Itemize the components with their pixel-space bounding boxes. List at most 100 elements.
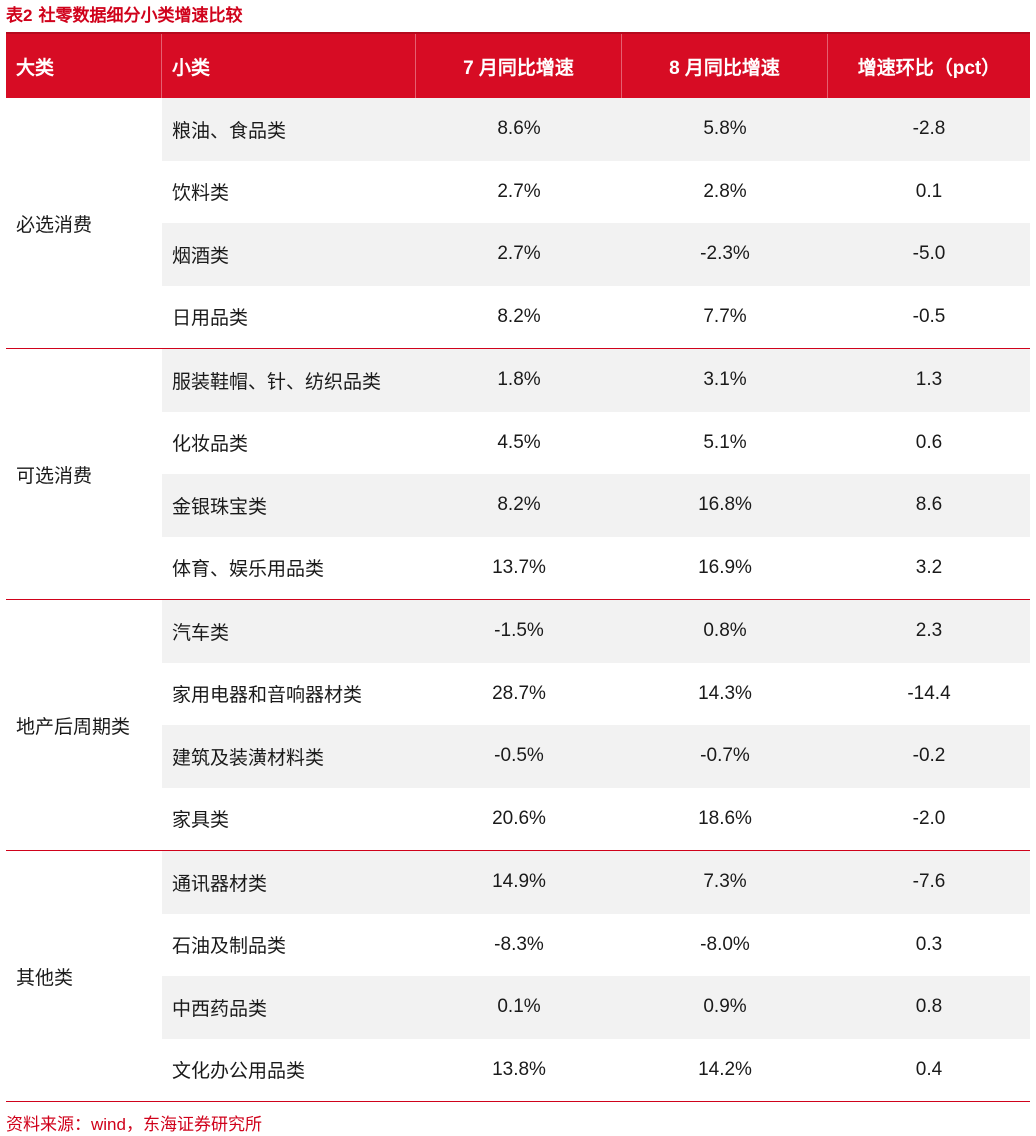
subcategory-cell: 服装鞋帽、针、纺织品类 <box>172 371 382 393</box>
category-group: 地产后周期类 汽车类 -1.5% 0.8% 2.3 家用电器和音响器材类 28.7% 14.3… <box>6 600 1030 851</box>
header-category: 大类 <box>6 34 162 98</box>
category-group: 其他类 通讯器材类 14.9% 7.3% -7.6 石油及制品类 -8.3% -8.0% 0.3… <box>6 851 1030 1102</box>
subcategory-cell: 家具类 <box>172 810 230 832</box>
july-growth-cell: -0.5% <box>494 745 544 767</box>
august-growth-cell: 0.9% <box>703 996 747 1018</box>
category-label: 地产后周期类 <box>6 600 162 850</box>
table-header: 大类 小类 7 月同比增速 8 月同比增速 增速环比（pct） <box>6 32 1030 98</box>
category-group: 必选消费 粮油、食品类 8.6% 5.8% -2.8 饮料类 2.7% 2.8% 0.1 烟酒类 2… <box>6 98 1030 349</box>
august-growth-cell: 0.8% <box>703 620 747 642</box>
category-group: 可选消费 服装鞋帽、针、纺织品类 1.8% 3.1% 1.3 化妆品类 4.5% 5.1% 0.… <box>6 349 1030 600</box>
july-growth-cell: 2.7% <box>497 243 541 265</box>
subcategory-cell: 文化办公用品类 <box>172 1061 306 1083</box>
july-growth-cell: 0.1% <box>497 996 541 1018</box>
table-body: 必选消费 粮油、食品类 8.6% 5.8% -2.8 饮料类 2.7% 2.8% 0.1 烟酒类 2… <box>6 98 1030 1102</box>
august-growth-cell: 16.8% <box>698 494 752 516</box>
subcategory-cell: 化妆品类 <box>172 434 249 456</box>
category-label: 其他类 <box>6 851 162 1101</box>
july-growth-cell: 1.8% <box>497 369 541 391</box>
july-growth-cell: 8.2% <box>497 305 541 327</box>
table-row: 饮料类 2.7% 2.8% 0.1 <box>162 161 1030 224</box>
subcategory-cell: 体育、娱乐用品类 <box>172 559 325 581</box>
header-subcategory: 小类 <box>162 34 416 98</box>
subcategory-cell: 通讯器材类 <box>172 873 268 895</box>
august-growth-cell: -8.0% <box>700 933 750 955</box>
category-label: 必选消费 <box>6 98 162 348</box>
august-growth-cell: 5.1% <box>703 431 747 453</box>
growth-change-cell: 8.6 <box>915 494 943 516</box>
table-row: 日用品类 8.2% 7.7% -0.5 <box>162 286 1030 349</box>
growth-change-cell: -5.0 <box>912 243 946 265</box>
table-row: 体育、娱乐用品类 13.7% 16.9% 3.2 <box>162 537 1030 600</box>
table-row: 化妆品类 4.5% 5.1% 0.6 <box>162 412 1030 475</box>
subcategory-cell: 汽车类 <box>172 622 230 644</box>
august-growth-cell: -0.7% <box>700 745 750 767</box>
growth-change-cell: 0.6 <box>915 431 943 453</box>
subcategory-cell: 烟酒类 <box>172 245 230 267</box>
august-growth-cell: -2.3% <box>700 243 750 265</box>
table-row: 金银珠宝类 8.2% 16.8% 8.6 <box>162 474 1030 537</box>
table-row: 服装鞋帽、针、纺织品类 1.8% 3.1% 1.3 <box>162 349 1030 412</box>
july-growth-cell: 20.6% <box>492 807 546 829</box>
table-row: 石油及制品类 -8.3% -8.0% 0.3 <box>162 914 1030 977</box>
july-growth-cell: 28.7% <box>492 682 546 704</box>
growth-change-cell: -7.6 <box>912 871 946 893</box>
july-growth-cell: 8.2% <box>497 494 541 516</box>
growth-change-cell: -2.0 <box>912 807 946 829</box>
subcategory-cell: 建筑及装潢材料类 <box>172 747 325 769</box>
august-growth-cell: 18.6% <box>698 807 752 829</box>
table-row: 文化办公用品类 13.8% 14.2% 0.4 <box>162 1039 1030 1102</box>
july-growth-cell: 4.5% <box>497 431 541 453</box>
august-growth-cell: 5.8% <box>703 118 747 140</box>
table-title: 表2 社零数据细分小类增速比较 <box>6 3 242 29</box>
header-july-growth: 7 月同比增速 <box>416 34 622 98</box>
table-row: 烟酒类 2.7% -2.3% -5.0 <box>162 223 1030 286</box>
july-growth-cell: 13.7% <box>492 556 546 578</box>
subcategory-cell: 石油及制品类 <box>172 936 287 958</box>
source-note: 资料来源：wind，东海证券研究所 <box>6 1115 262 1134</box>
table-row: 汽车类 -1.5% 0.8% 2.3 <box>162 600 1030 663</box>
subcategory-cell: 粮油、食品类 <box>172 120 287 142</box>
july-growth-cell: 13.8% <box>492 1058 546 1080</box>
july-growth-cell: 14.9% <box>492 871 546 893</box>
july-growth-cell: 2.7% <box>497 180 541 202</box>
growth-change-cell: -0.2 <box>912 745 946 767</box>
august-growth-cell: 7.7% <box>703 305 747 327</box>
category-rows: 粮油、食品类 8.6% 5.8% -2.8 饮料类 2.7% 2.8% 0.1 烟酒类 2.7% -… <box>162 98 1030 348</box>
july-growth-cell: 8.6% <box>497 118 541 140</box>
table-row: 家具类 20.6% 18.6% -2.0 <box>162 788 1030 851</box>
category-label: 可选消费 <box>6 349 162 599</box>
july-growth-cell: -8.3% <box>494 933 544 955</box>
subcategory-cell: 中西药品类 <box>172 998 268 1020</box>
data-table: 大类 小类 7 月同比增速 8 月同比增速 增速环比（pct） 必选消费 粮油、食… <box>6 32 1030 1102</box>
category-rows: 汽车类 -1.5% 0.8% 2.3 家用电器和音响器材类 28.7% 14.3% -14.4… <box>162 600 1030 850</box>
growth-change-cell: -0.5 <box>912 305 946 327</box>
header-august-growth: 8 月同比增速 <box>622 34 828 98</box>
growth-change-cell: 0.1 <box>915 180 943 202</box>
growth-change-cell: 3.2 <box>915 556 943 578</box>
growth-change-cell: 0.4 <box>915 1058 943 1080</box>
august-growth-cell: 14.3% <box>698 682 752 704</box>
july-growth-cell: -1.5% <box>494 620 544 642</box>
growth-change-cell: -2.8 <box>912 118 946 140</box>
growth-change-cell: 2.3 <box>915 620 943 642</box>
august-growth-cell: 7.3% <box>703 871 747 893</box>
growth-change-cell: 0.8 <box>915 996 943 1018</box>
august-growth-cell: 3.1% <box>703 369 747 391</box>
august-growth-cell: 2.8% <box>703 180 747 202</box>
table-number: 表2 <box>6 6 33 25</box>
table-row: 家用电器和音响器材类 28.7% 14.3% -14.4 <box>162 663 1030 726</box>
august-growth-cell: 16.9% <box>698 556 752 578</box>
growth-change-cell: 1.3 <box>915 369 943 391</box>
table-title-text: 社零数据细分小类增速比较 <box>38 6 243 25</box>
subcategory-cell: 金银珠宝类 <box>172 496 268 518</box>
category-rows: 通讯器材类 14.9% 7.3% -7.6 石油及制品类 -8.3% -8.0% 0.3 中西药… <box>162 851 1030 1101</box>
subcategory-cell: 饮料类 <box>172 183 230 205</box>
category-rows: 服装鞋帽、针、纺织品类 1.8% 3.1% 1.3 化妆品类 4.5% 5.1% 0.6 金银珠… <box>162 349 1030 599</box>
table-row: 粮油、食品类 8.6% 5.8% -2.8 <box>162 98 1030 161</box>
subcategory-cell: 日用品类 <box>172 308 249 330</box>
table-row: 建筑及装潢材料类 -0.5% -0.7% -0.2 <box>162 725 1030 788</box>
august-growth-cell: 14.2% <box>698 1058 752 1080</box>
subcategory-cell: 家用电器和音响器材类 <box>172 685 363 707</box>
header-growth-change: 增速环比（pct） <box>857 57 1001 79</box>
